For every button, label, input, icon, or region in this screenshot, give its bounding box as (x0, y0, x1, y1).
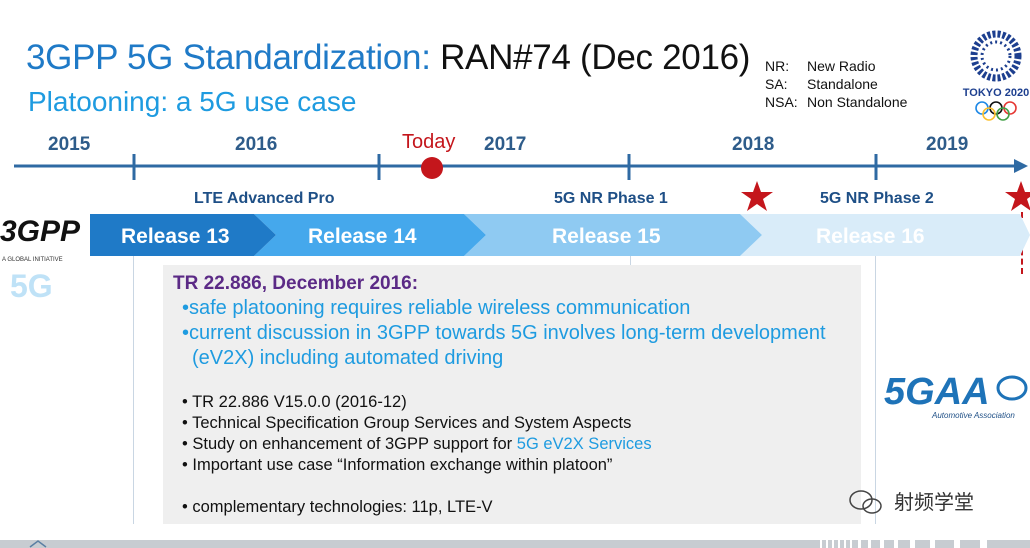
phase-label: 5G NR Phase 1 (554, 190, 668, 207)
release-16-label: Release 16 (816, 225, 925, 248)
title-blue-part: 3GPP 5G Standardization: (26, 38, 431, 77)
wechat-watermark: 射频学堂 (849, 490, 974, 514)
wechat-icon (849, 490, 873, 510)
olympic-logo-text: TOKYO 2020 (963, 87, 1029, 99)
release-14-label: Release 14 (308, 225, 417, 248)
star-icon (741, 181, 773, 211)
star-icon (1005, 181, 1030, 211)
ev2x-services-link: 5G eV2X Services (516, 435, 652, 453)
info-item: • TR 22.886 V15.0.0 (2016-12) (182, 393, 407, 411)
abbr-key: NR: (765, 58, 790, 74)
release-13-label: Release 13 (121, 225, 230, 248)
release-15-label: Release 15 (552, 225, 661, 248)
release-chevron-bar (90, 214, 1030, 256)
blue-bullet: •current discussion in 3GPP towards 5G i… (182, 322, 826, 344)
abbr-sa: SA: Standalone (765, 76, 878, 92)
title-black-part: RAN#74 (Dec 2016) (440, 38, 751, 77)
3gpp-tagline: A GLOBAL INITIATIVE (2, 257, 63, 263)
year-label: 2019 (926, 134, 969, 155)
info-item: • complementary technologies: 11p, LTE-V (182, 498, 493, 516)
info-box (163, 265, 861, 524)
5g-mark: 5G (10, 268, 53, 304)
year-label: 2015 (48, 134, 91, 155)
divider (875, 256, 876, 524)
info-item: • Technical Specification Group Services… (182, 414, 632, 432)
slide-subtitle: Platooning: a 5G use case (28, 86, 357, 117)
slide-title: 3GPP 5G Standardization: RAN#74 (Dec 201… (26, 38, 750, 78)
3gpp-logo: 3GPP A GLOBAL INITIATIVE 5G (0, 215, 81, 304)
footer-strip (0, 540, 1030, 548)
abbr-value: Non Standalone (807, 94, 908, 110)
divider (133, 256, 134, 524)
today-label: Today (402, 131, 456, 153)
today-marker (421, 157, 443, 179)
divider (630, 256, 631, 266)
tokyo-2020-logo: TOKYO 2020 (963, 30, 1029, 121)
abbr-nsa: NSA: Non Standalone (765, 94, 907, 110)
blue-bullet: •safe platooning requires reliable wirel… (182, 297, 691, 319)
year-label: 2016 (235, 134, 278, 155)
3gpp-logo-text: 3GPP (0, 215, 81, 248)
phase-label: 5G NR Phase 2 (820, 190, 934, 207)
info-heading: TR 22.886, December 2016: (173, 273, 419, 294)
timeline-axis (14, 154, 1028, 180)
info-item-text: • Study on enhancement of 3GPP support f… (182, 435, 517, 453)
5gaa-tagline: Automotive Association (931, 411, 1015, 420)
abbr-key: SA: (765, 76, 788, 92)
phase-label: LTE Advanced Pro (194, 190, 335, 207)
5gaa-logo: 5GAA Automotive Association (884, 371, 1028, 420)
year-label: 2018 (732, 134, 775, 155)
abbr-value: New Radio (807, 58, 876, 74)
info-item-ev2x: • Study on enhancement of 3GPP support f… (182, 435, 652, 454)
info-item: • Important use case “Information exchan… (182, 456, 613, 474)
watermark-text: 射频学堂 (894, 490, 974, 514)
5gaa-logo-text: 5GAA (884, 371, 990, 413)
abbr-value: Standalone (807, 76, 878, 92)
abbr-key: NSA: (765, 94, 798, 110)
abbr-nr: NR: New Radio (765, 58, 875, 74)
chevron-up-icon (29, 540, 47, 548)
blue-bullet-continuation: (eV2X) including automated driving (192, 347, 504, 369)
year-label: 2017 (484, 134, 527, 155)
